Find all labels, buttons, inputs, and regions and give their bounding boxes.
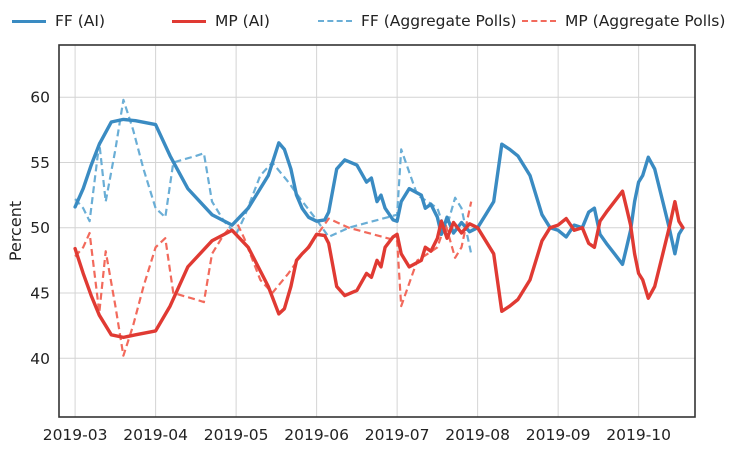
legend: FF (AI) MP (AI) FF (Aggregate Polls) MP …	[0, 6, 747, 36]
series-line-ff-ai	[73, 117, 685, 266]
legend-item-mp-polls: MP (Aggregate Polls)	[522, 6, 725, 36]
series-line-ff-aggregate-polls	[74, 98, 473, 255]
legend-label-ff-polls: FF (Aggregate Polls)	[361, 12, 517, 30]
y-tick-label: 40	[30, 350, 50, 368]
y-tick-label: 60	[30, 89, 50, 107]
legend-label-mp-ai: MP (AI)	[215, 12, 270, 30]
x-tick-label: 2019-09	[526, 426, 591, 444]
legend-item-mp-ai: MP (AI)	[172, 6, 270, 36]
x-tick-label: 2019-05	[204, 426, 269, 444]
series-line-mp-ai	[73, 189, 685, 340]
legend-swatch-ff-polls	[318, 20, 352, 22]
x-tick-label: 2019-06	[284, 426, 349, 444]
legend-swatch-mp-ai	[172, 19, 206, 23]
x-tick-label: 2019-03	[43, 426, 108, 444]
legend-item-ff-polls: FF (Aggregate Polls)	[318, 6, 517, 36]
series-line-mp-aggregate-polls	[74, 201, 473, 357]
x-tick-label: 2019-08	[445, 426, 510, 444]
plot-frame	[58, 44, 696, 418]
x-tick-label: 2019-04	[123, 426, 188, 444]
x-tick-label: 2019-10	[606, 426, 671, 444]
legend-label-mp-polls: MP (Aggregate Polls)	[565, 12, 726, 30]
legend-item-ff-ai: FF (AI)	[12, 6, 105, 36]
legend-swatch-ff-ai	[12, 19, 46, 23]
legend-swatch-mp-polls	[522, 20, 556, 22]
x-tick-label: 2019-07	[365, 426, 430, 444]
legend-label-ff-ai: FF (AI)	[55, 12, 106, 30]
y-tick-label: 50	[30, 219, 50, 237]
y-axis-label: Percent	[6, 201, 25, 261]
y-tick-label: 45	[30, 285, 50, 303]
y-tick-label: 55	[30, 154, 50, 172]
